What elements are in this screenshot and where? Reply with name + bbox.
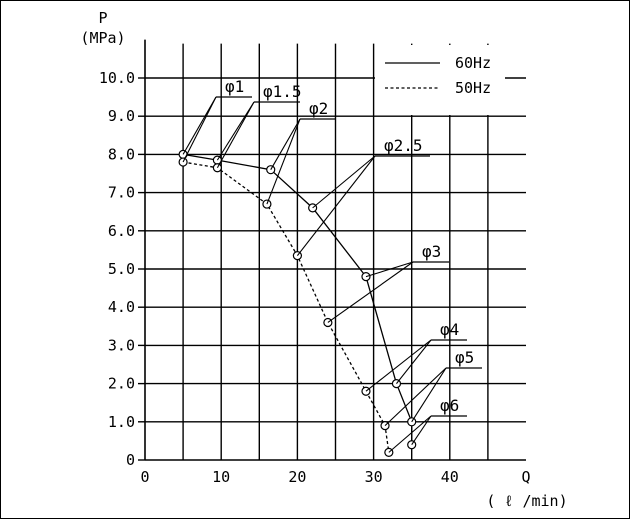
tick-labels: 0 1.0 2.0 3.0 4.0 5.0 6.0 7.0 8.0 9.0 10.0 0 10 20 30 4…: [99, 69, 459, 486]
leader-line: [388, 415, 432, 453]
leader-line: [182, 96, 217, 163]
y-tick-label: 7.0: [108, 184, 135, 202]
leader-line: [411, 415, 432, 446]
orifice-label: φ2.5: [384, 136, 423, 155]
leader-line: [216, 101, 255, 161]
y-axis-symbol: P: [98, 9, 107, 27]
y-tick-label: 8.0: [108, 145, 135, 163]
x-tick-label: 10: [212, 468, 230, 486]
y-tick-label: 3.0: [108, 336, 135, 354]
leader-line: [266, 118, 301, 205]
leader-line: [365, 339, 432, 392]
orifice-annotations: φ1 φ1.5 φ2 φ2.5 φ3 φ4 φ5 φ6: [182, 77, 482, 453]
x-axis-unit: ( ℓ /min): [486, 492, 567, 510]
x-tick-label: 40: [441, 468, 459, 486]
leader-line: [327, 261, 414, 323]
series-line-60hz: [182, 153, 413, 445]
leader-line: [411, 367, 447, 423]
legend-background: [375, 45, 505, 115]
y-tick-label: 0: [126, 451, 135, 469]
legend: 60Hz 50Hz: [375, 45, 505, 115]
leader-line: [270, 118, 301, 170]
leader-line: [396, 339, 432, 384]
y-tick-label: 6.0: [108, 222, 135, 240]
x-tick-label: 20: [288, 468, 306, 486]
legend-label-50hz: 50Hz: [455, 79, 491, 97]
y-tick-label: 4.0: [108, 298, 135, 316]
orifice-label: φ1: [225, 77, 244, 96]
axis-titles: P (MPa) Q ( ℓ /min): [80, 9, 567, 510]
orifice-label: φ1.5: [263, 82, 302, 101]
axes: [138, 39, 526, 461]
orifice-label: φ3: [422, 242, 441, 261]
orifice-label: φ5: [455, 348, 474, 367]
legend-label-60hz: 60Hz: [455, 54, 491, 72]
leader-line: [365, 261, 414, 278]
leader-line: [182, 96, 217, 155]
x-axis-symbol: Q: [521, 468, 530, 486]
y-tick-label: 5.0: [108, 260, 135, 278]
y-tick-label: 1.0: [108, 413, 135, 431]
x-tick-label: 0: [140, 468, 149, 486]
leader-line: [296, 155, 376, 256]
orifice-label: φ4: [440, 320, 459, 339]
leader-line: [384, 367, 447, 427]
x-tick-label: 30: [365, 468, 383, 486]
y-tick-label: 9.0: [108, 107, 135, 125]
orifice-label: φ6: [440, 396, 459, 415]
orifice-label: φ2: [309, 99, 328, 118]
y-tick-label: 2.0: [108, 375, 135, 393]
leader-line: [216, 101, 255, 169]
series-line-50hz: [182, 161, 390, 453]
leader-line: [312, 155, 376, 209]
y-tick-label: 10.0: [99, 69, 135, 87]
series-lines: [182, 153, 413, 453]
y-axis-unit: (MPa): [80, 29, 125, 47]
